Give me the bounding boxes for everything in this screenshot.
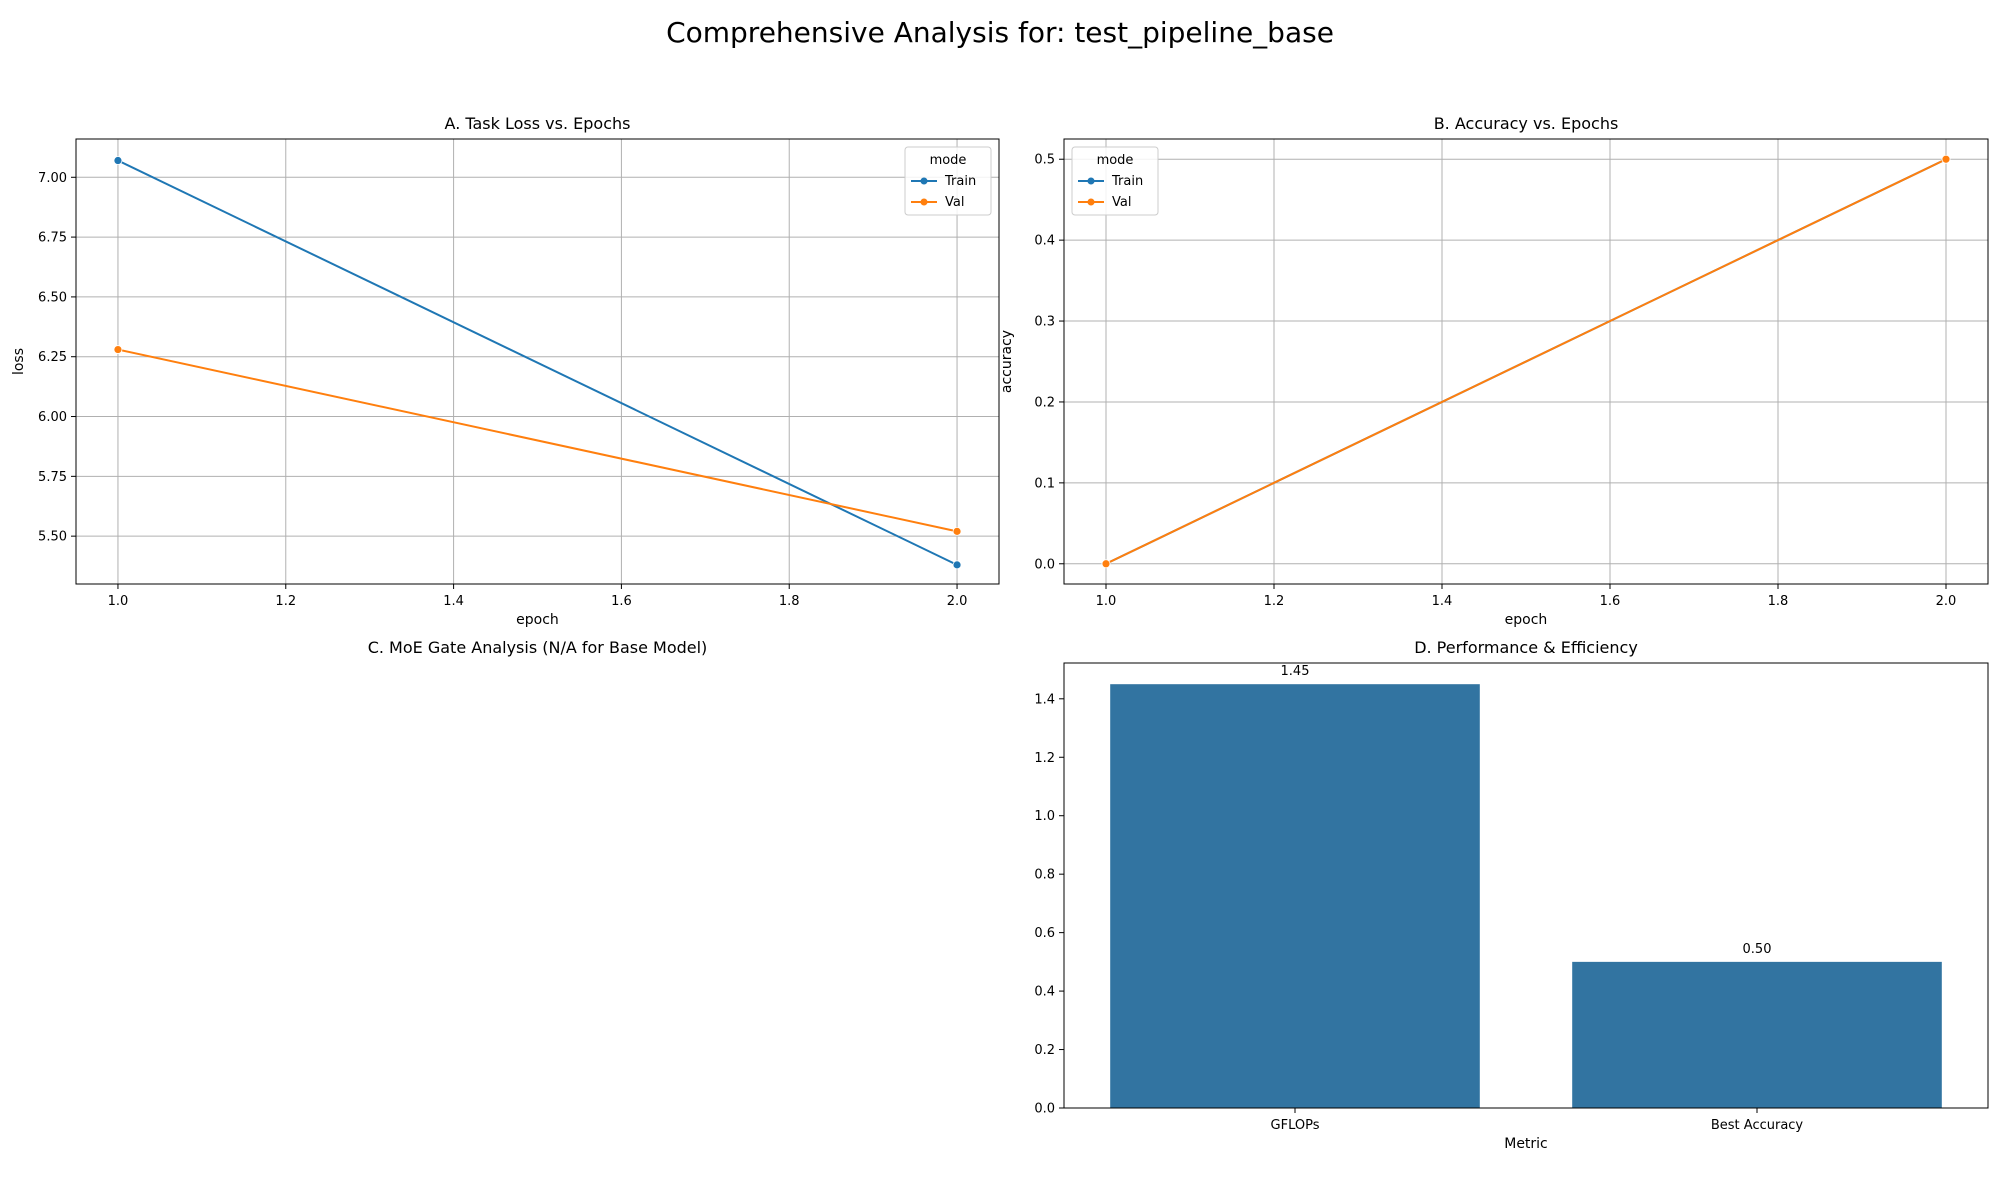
y-tick-label: 6.00 [38,410,67,425]
chart-title: D. Performance & Efficiency [1414,638,1638,657]
bar-value-label: 1.45 [1281,664,1310,679]
y-tick-label: 6.75 [38,231,67,246]
y-tick-label: 6.25 [38,350,67,365]
chart-D: D. Performance & Efficiency 0.0 0.2 0.4 0.6 0… [1034,638,1989,1152]
y-tick-label: 0.8 [1034,868,1055,883]
x-tick-label: 1.2 [275,594,296,609]
y-tick-label: 7.00 [38,171,67,186]
axes-frame [1063,662,1989,1109]
legend-entry-val: Val [1112,195,1131,210]
y-tick-label: 5.50 [38,530,67,545]
chart-C: C. MoE Gate Analysis (N/A for Base Model… [368,638,708,657]
x-tick-label: 1.0 [1096,594,1117,609]
x-tick-label: GFLOPs [1271,1118,1320,1133]
legend-marker-val [1087,198,1095,206]
y-tick-label: 1.2 [1034,751,1055,766]
y-tick-label: 0.4 [1034,985,1055,1000]
legend-marker-val [920,198,928,206]
y-tick-label: 0.5 [1034,153,1055,168]
legend-entry-train: Train [944,174,976,189]
y-tick-label: 5.75 [38,470,67,485]
x-axis-label: epoch [1505,612,1548,628]
bar-gflops [1110,684,1480,1108]
y-tick-label: 0.0 [1034,1102,1055,1117]
chart-title: A. Task Loss vs. Epochs [445,114,631,133]
y-tick-label: 0.6 [1034,926,1055,941]
y-tick-label: 0.2 [1034,395,1055,410]
legend-marker-train [920,177,928,185]
y-tick-label: 0.3 [1034,315,1055,330]
axes-frame [1063,138,1989,585]
y-tick-label: 0.1 [1034,476,1055,491]
legend-box [904,146,992,216]
legend: mode Train Val [904,146,992,216]
y-tick-label: 6.50 [38,290,67,305]
bar-best-accuracy [1572,961,1942,1108]
y-tick-label: 1.0 [1034,809,1055,824]
legend-title: mode [1097,153,1134,168]
data-point-train [113,156,123,165]
x-axis-label: Metric [1504,1136,1548,1152]
data-point-val [1941,154,1951,164]
legend-entry-train: Train [1111,174,1143,189]
y-tick-label: 0.4 [1034,234,1055,249]
chart-title: C. MoE Gate Analysis (N/A for Base Model… [368,638,708,657]
series-line-val [117,348,958,533]
x-tick-label: 1.0 [108,594,129,609]
x-tick-label: 1.4 [1432,594,1453,609]
y-tick-label: 0.0 [1034,557,1055,572]
x-tick-label: Best Accuracy [1711,1118,1804,1133]
chart-B: B. Accuracy vs. Epochs 1.0 1.2 1.4 1.6 1.8 2.0… [999,114,1989,628]
x-tick-label: 1.6 [1600,594,1621,609]
series-line-train [117,159,958,566]
data-point-train [952,560,962,570]
x-tick-label: 1.2 [1264,594,1285,609]
legend-title: mode [930,153,967,168]
data-point-val [113,345,123,354]
chart-title: B. Accuracy vs. Epochs [1434,114,1619,133]
axes-frame [75,138,1000,585]
y-axis-label: loss [11,348,27,375]
bar-value-label: 0.50 [1743,942,1772,957]
chart-A: A. Task Loss vs. Epochs 1.0 1.2 1.4 1.6 1.8 2.… [11,114,1000,628]
legend: mode Train Val [1071,146,1159,216]
figure-title: Comprehensive Analysis for: test_pipelin… [666,16,1334,49]
data-point-val [1101,559,1111,569]
data-point-val [952,526,962,536]
series-line-val [1105,158,1947,565]
legend-box [1071,146,1159,216]
x-tick-label: 1.6 [611,594,632,609]
y-tick-label: 1.4 [1034,692,1055,707]
x-tick-label: 2.0 [947,594,968,609]
x-axis-label: epoch [516,612,559,628]
x-tick-label: 1.8 [779,594,800,609]
y-axis-label: accuracy [999,330,1015,393]
y-tick-label: 0.2 [1034,1043,1055,1058]
x-tick-label: 2.0 [1936,594,1957,609]
x-tick-label: 1.8 [1768,594,1789,609]
x-tick-label: 1.4 [443,594,464,609]
legend-entry-val: Val [945,195,964,210]
legend-marker-train [1087,177,1095,185]
